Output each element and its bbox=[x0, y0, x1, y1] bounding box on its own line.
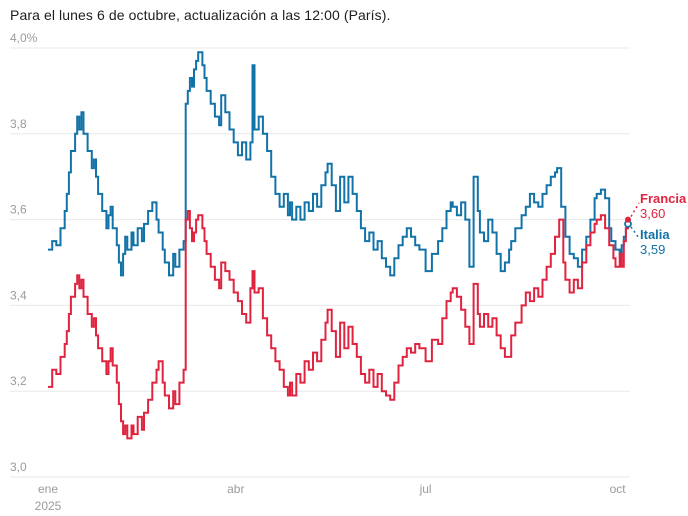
svg-text:3,8: 3,8 bbox=[10, 117, 27, 131]
svg-text:3,0: 3,0 bbox=[10, 460, 27, 474]
series-value-francia: 3,60 bbox=[640, 206, 666, 221]
series-value-italia: 3,59 bbox=[640, 242, 666, 257]
series-name-italia: Italia bbox=[640, 227, 670, 242]
svg-text:3,6: 3,6 bbox=[10, 203, 27, 217]
svg-text:jul: jul bbox=[419, 482, 432, 496]
francia-endpoint-dot bbox=[625, 216, 631, 223]
svg-text:3,2: 3,2 bbox=[10, 374, 27, 388]
svg-text:3,4: 3,4 bbox=[10, 288, 27, 302]
svg-text:4,0%: 4,0% bbox=[10, 31, 38, 45]
series-label-italia: Italia 3,59 bbox=[640, 227, 688, 257]
svg-text:2025: 2025 bbox=[35, 499, 62, 513]
svg-text:ene: ene bbox=[38, 482, 58, 496]
series-name-francia: Francia bbox=[640, 191, 687, 206]
svg-text:oct: oct bbox=[610, 482, 627, 496]
chart-title: Para el lunes 6 de octubre, actualizació… bbox=[10, 7, 391, 23]
series-label-francia: Francia 3,60 bbox=[640, 191, 688, 221]
svg-text:abr: abr bbox=[227, 482, 244, 496]
